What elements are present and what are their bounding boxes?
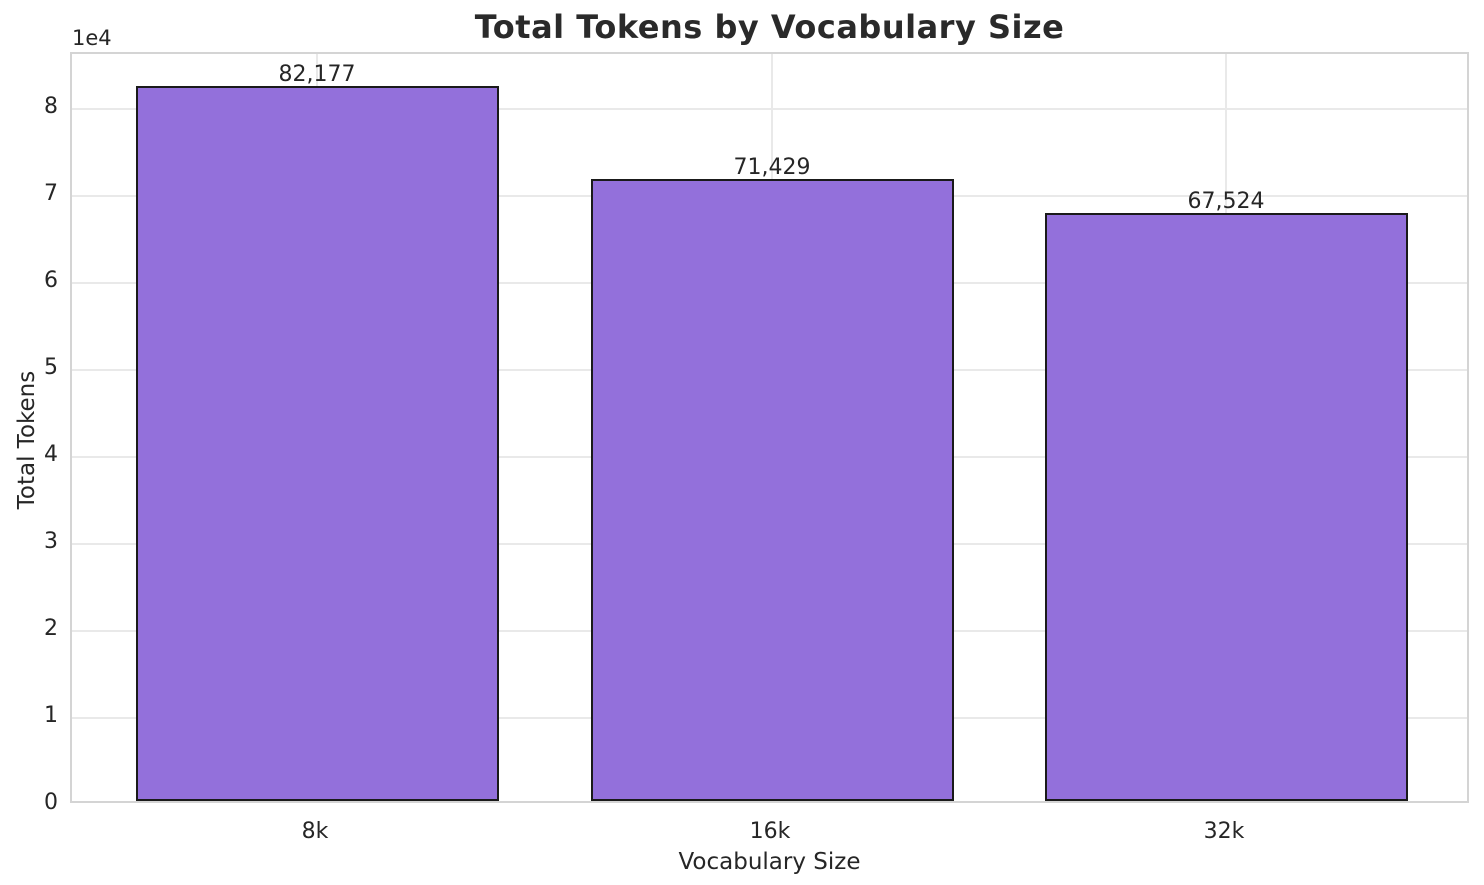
- x-tick-label-16k: 16k: [749, 819, 791, 844]
- y-tick-label: 5: [44, 354, 58, 380]
- bar-8k: [135, 85, 499, 801]
- y-tick-label: 4: [44, 441, 58, 467]
- bar-16k: [590, 179, 954, 801]
- y-tick-label: 0: [44, 790, 58, 815]
- x-axis-label: Vocabulary Size: [678, 849, 861, 875]
- bar-value-label-32k: 67,524: [1187, 189, 1265, 215]
- y-axis-multiplier-label: 1e4: [72, 26, 112, 50]
- bar-32k: [1044, 213, 1408, 801]
- gridline-horizontal: [72, 107, 1467, 110]
- bar-value-label-16k: 71,429: [733, 155, 811, 181]
- x-tick-label-32k: 32k: [1203, 819, 1245, 844]
- y-tick-label: 8: [44, 93, 58, 119]
- y-tick-label: 6: [44, 267, 58, 293]
- y-tick-label: 7: [44, 180, 58, 206]
- y-tick-label: 1: [44, 702, 58, 728]
- y-axis-label: Total Tokens: [14, 370, 40, 510]
- chart-title: Total Tokens by Vocabulary Size: [474, 8, 1065, 46]
- y-tick-label: 2: [44, 615, 58, 641]
- plot-area: 82,177 71,429 67,524: [70, 52, 1469, 803]
- bar-value-label-8k: 82,177: [278, 61, 356, 87]
- x-tick-label-8k: 8k: [301, 819, 329, 844]
- y-tick-label: 3: [44, 528, 58, 554]
